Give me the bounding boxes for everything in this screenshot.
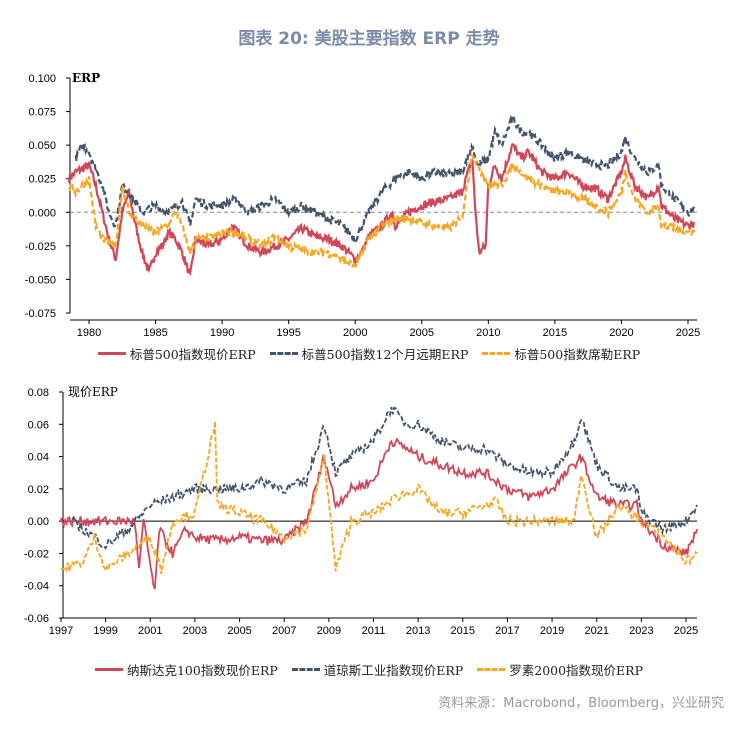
series-line-1 [71, 406, 698, 551]
legend-item: 罗素2000指数现价ERP [477, 660, 643, 679]
series-line-2 [60, 421, 698, 575]
x-tick-label: 2023 [629, 625, 653, 637]
x-tick-label: 2015 [543, 327, 567, 339]
y-axis-label: ERP [72, 71, 100, 85]
legend-swatch [97, 352, 126, 355]
legend-swatch [477, 668, 506, 671]
legend-swatch [482, 352, 511, 355]
x-tick-label: 1990 [210, 327, 234, 339]
x-tick-label: 1997 [49, 625, 73, 637]
x-tick-label: 2000 [343, 327, 367, 339]
legend-swatch [269, 352, 298, 355]
legend-swatch [291, 668, 320, 671]
chart-0: 0.100 0.075 0.050 0.025 0.000 -0.025 -0.050 -0.… [25, 71, 700, 339]
y-tick-label: -0.02 [24, 548, 49, 560]
y-axis-label: 现价ERP [68, 385, 118, 399]
legend-item: 标普500指数12个月远期ERP [269, 344, 469, 363]
x-tick-label: 2009 [317, 625, 341, 637]
x-tick-label: 2017 [495, 625, 519, 637]
legend-label: 罗素2000指数现价ERP [509, 663, 644, 678]
x-tick-label: 1999 [93, 625, 117, 637]
x-tick-label: 2001 [138, 625, 162, 637]
y-tick-label: 0.00 [28, 516, 49, 528]
x-tick-label: 2003 [183, 625, 207, 637]
x-tick-label: 2020 [609, 327, 633, 339]
source-note: 资料来源：Macrobond，Bloomberg，兴业研究 [438, 696, 724, 711]
x-tick-label: 2005 [410, 327, 434, 339]
x-tick-label: 1980 [77, 327, 101, 339]
x-tick-label: 1995 [276, 327, 300, 339]
x-tick-label: 2021 [584, 625, 608, 637]
series-line-1 [74, 114, 696, 243]
y-tick-label: -0.025 [25, 241, 56, 253]
x-tick-label: 2015 [451, 625, 475, 637]
series-line-0 [60, 437, 699, 590]
x-tick-label: 2005 [227, 625, 251, 637]
x-tick-label: 2019 [540, 625, 564, 637]
legend-bottom: 纳斯达克100指数现价ERP 道琼斯工业指数现价ERP 罗素2000指数现价ERP [0, 660, 738, 679]
series-line-2 [68, 153, 696, 268]
y-tick-label: -0.04 [24, 581, 49, 593]
legend-item: 标普500指数现价ERP [97, 344, 256, 363]
legend-item: 标普500指数席勒ERP [482, 344, 640, 363]
y-tick-label: 0.050 [28, 140, 56, 152]
legend-label: 标普500指数席勒ERP [514, 347, 641, 362]
legend-item: 道琼斯工业指数现价ERP [291, 660, 464, 679]
y-tick-label: 0.04 [28, 452, 49, 464]
y-tick-label: -0.075 [25, 308, 56, 320]
legend-label: 道琼斯工业指数现价ERP [323, 663, 464, 678]
y-tick-label: 0.02 [28, 484, 49, 496]
legend-swatch [94, 668, 123, 671]
y-tick-label: 0.075 [28, 107, 56, 119]
y-tick-label: 0.000 [28, 207, 56, 219]
legend-label: 标普500指数12个月远期ERP [301, 347, 469, 362]
legend-label: 纳斯达克100指数现价ERP [126, 663, 278, 678]
legend-top: 标普500指数现价ERP 标普500指数12个月远期ERP 标普500指数席勒ERP [0, 344, 738, 363]
y-tick-label: 0.06 [28, 419, 49, 431]
y-tick-label: 0.100 [28, 73, 56, 85]
x-tick-label: 2025 [676, 327, 700, 339]
y-tick-label: 0.08 [28, 387, 49, 399]
x-tick-label: 1985 [143, 327, 167, 339]
y-tick-label: -0.06 [24, 613, 49, 625]
y-tick-label: -0.050 [25, 274, 56, 286]
legend-item: 纳斯达克100指数现价ERP [94, 660, 278, 679]
x-tick-label: 2013 [406, 625, 430, 637]
y-tick-label: 0.025 [28, 174, 56, 186]
x-tick-label: 2010 [476, 327, 500, 339]
legend-label: 标普500指数现价ERP [129, 347, 256, 362]
x-tick-label: 2007 [272, 625, 296, 637]
x-tick-label: 2011 [362, 625, 386, 637]
chart-title: 图表 20: 美股主要指数 ERP 走势 [238, 29, 500, 49]
x-tick-label: 2025 [674, 625, 698, 637]
